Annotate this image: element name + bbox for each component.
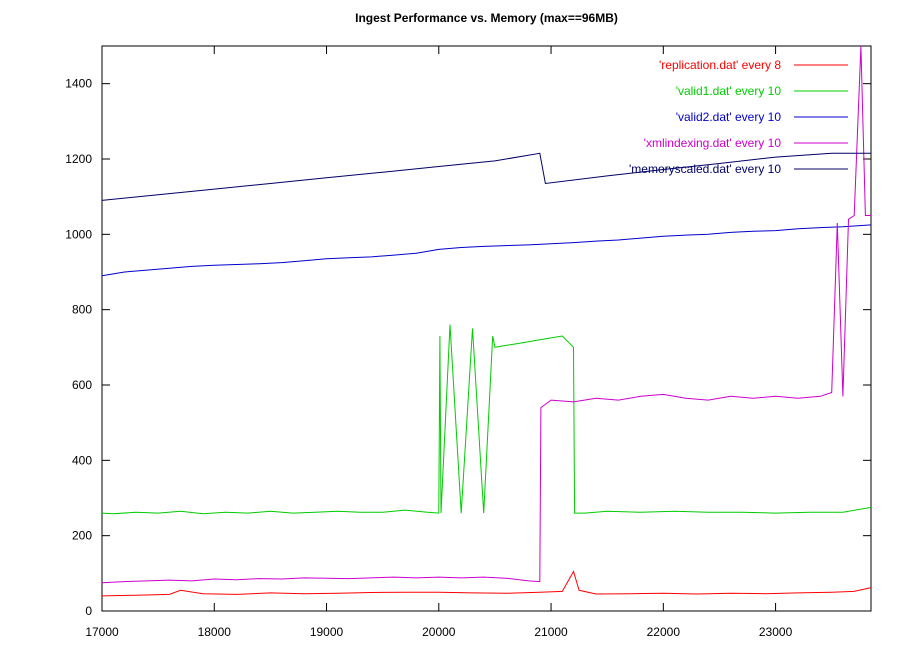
chart-title: Ingest Performance vs. Memory (max==96MB… [355, 11, 618, 25]
x-tick-label: 18000 [198, 625, 232, 639]
y-tick-label: 0 [85, 604, 92, 618]
x-tick-label: 17000 [85, 625, 119, 639]
legend-label: 'replication.dat' every 8 [659, 58, 781, 72]
series-line-4 [101, 45, 871, 584]
x-tick-label: 22000 [647, 625, 681, 639]
legend-label: 'xmlindexing.dat' every 10 [644, 136, 782, 150]
y-tick-label: 800 [72, 303, 92, 317]
x-tick-label: 21000 [534, 625, 568, 639]
series-lines [101, 45, 872, 597]
y-tick-label: 600 [72, 378, 92, 392]
x-axis: 17000 18000 19000 20000 21000 22000 23000 [85, 46, 793, 639]
legend-label: 'valid1.dat' every 10 [676, 84, 782, 98]
y-tick-label: 1000 [65, 227, 92, 241]
plot-frame [101, 45, 872, 612]
y-tick-label: 1400 [65, 77, 92, 91]
x-tick-label: 20000 [422, 625, 456, 639]
legend-label: 'memoryscaled.dat' every 10 [629, 162, 781, 176]
legend: 'replication.dat' every 8 'valid1.dat' ev… [629, 58, 848, 176]
series-line-1 [101, 570, 872, 597]
y-tick-label: 1200 [65, 152, 92, 166]
x-tick-label: 23000 [759, 625, 793, 639]
series-line-2 [101, 324, 872, 515]
y-axis: 0 200 400 600 800 1000 1200 1400 [65, 77, 871, 618]
x-tick-label: 19000 [310, 625, 344, 639]
series-line-5 [101, 152, 871, 201]
y-tick-label: 200 [72, 529, 92, 543]
y-tick-label: 400 [72, 453, 92, 467]
series-line-3 [101, 224, 872, 277]
legend-label: 'valid2.dat' every 10 [676, 110, 782, 124]
